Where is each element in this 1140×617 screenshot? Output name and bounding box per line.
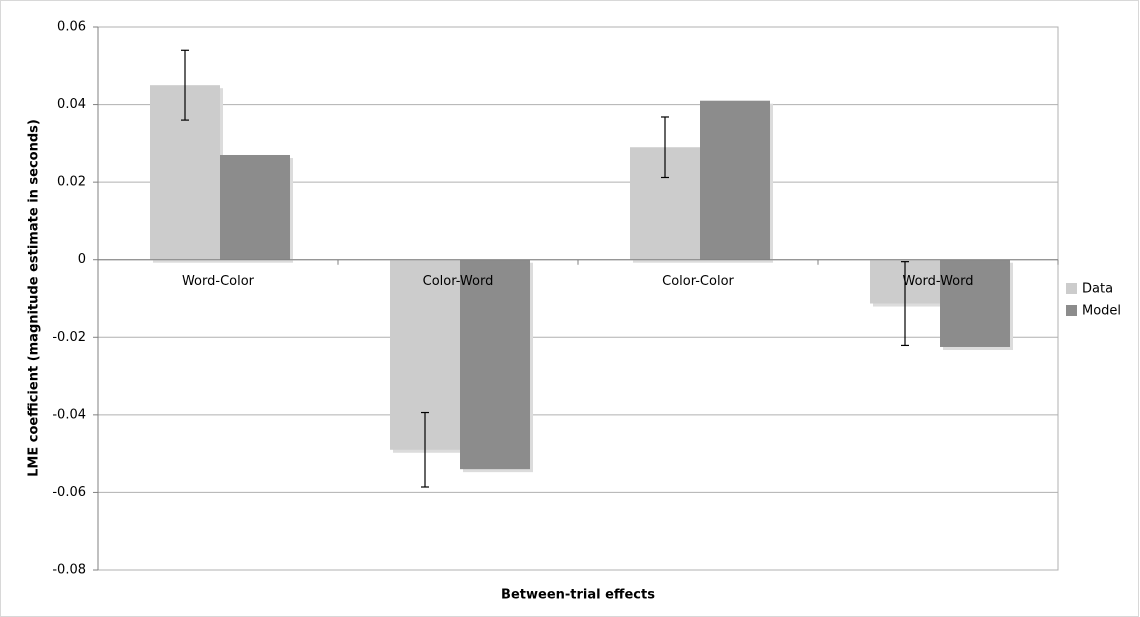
x-tick-label: Color-Color — [662, 274, 734, 289]
x-tick-label: Word-Color — [182, 274, 255, 289]
y-tick-label: 0.04 — [57, 97, 86, 112]
y-tick-label: 0 — [78, 252, 86, 267]
bar — [220, 154, 290, 260]
error-bar — [901, 261, 909, 347]
y-tick-label: -0.04 — [52, 407, 86, 422]
bar — [460, 259, 530, 470]
legend-label: Model — [1082, 304, 1121, 319]
y-axis-title: LME coefficient (magnitude estimate in s… — [27, 119, 42, 477]
y-tick-label: 0.06 — [57, 20, 86, 35]
y-tick-label: -0.02 — [52, 330, 86, 345]
y-tick-label: 0.02 — [57, 175, 86, 190]
y-tick-label: -0.08 — [52, 563, 86, 578]
legend-label: Data — [1082, 282, 1113, 297]
legend-swatch — [1066, 283, 1077, 294]
bar — [940, 259, 1010, 347]
x-tick-label: Color-Word — [423, 274, 494, 289]
x-tick-label: Word-Word — [903, 274, 974, 289]
error-bar — [661, 116, 669, 179]
legend-swatch — [1066, 305, 1077, 316]
y-tick-label: -0.06 — [52, 485, 86, 500]
error-bar — [421, 411, 429, 488]
x-axis-title: Between-trial effects — [501, 588, 655, 603]
error-bar — [181, 49, 189, 121]
bar — [700, 100, 770, 260]
